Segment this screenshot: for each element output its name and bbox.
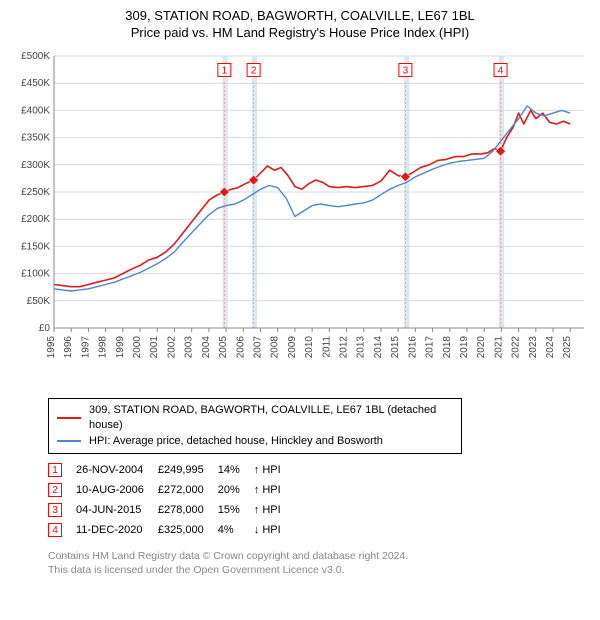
svg-text:£50K: £50K — [27, 296, 51, 307]
sale-pct: 15% — [218, 500, 254, 520]
svg-text:£300K: £300K — [21, 160, 50, 171]
svg-text:2005: 2005 — [218, 335, 229, 358]
svg-text:4: 4 — [498, 65, 504, 76]
svg-text:2004: 2004 — [201, 335, 212, 358]
svg-text:2: 2 — [251, 65, 257, 76]
svg-text:£400K: £400K — [21, 105, 50, 116]
sale-date: 26-NOV-2004 — [76, 460, 158, 480]
svg-text:£200K: £200K — [21, 214, 50, 225]
title-line-1: 309, STATION ROAD, BAGWORTH, COALVILLE, … — [12, 8, 588, 25]
svg-text:1996: 1996 — [63, 335, 74, 358]
svg-text:3: 3 — [403, 65, 409, 76]
sale-pct: 4% — [218, 520, 254, 540]
price-chart: £0 £50K £100K £150K £200K £250K £300K £350K £400… — [12, 48, 588, 388]
legend-row-hpi: HPI: Average price, detached house, Hinc… — [57, 434, 453, 449]
sale-badge: 2 — [48, 483, 62, 497]
svg-text:2021: 2021 — [493, 335, 504, 358]
title-line-2: Price paid vs. HM Land Registry's House … — [12, 25, 588, 42]
sale-badge: 1 — [48, 463, 62, 477]
sales-table: 1 26-NOV-2004£249,99514%↑ HPI 2 10-AUG-2006… — [48, 460, 295, 540]
svg-text:2009: 2009 — [287, 335, 298, 358]
legend: 309, STATION ROAD, BAGWORTH, COALVILLE, … — [48, 398, 462, 454]
svg-text:2015: 2015 — [390, 335, 401, 358]
sale-price: £272,000 — [158, 480, 218, 500]
sale-price: £278,000 — [158, 500, 218, 520]
sale-pct: 20% — [218, 480, 254, 500]
svg-text:2006: 2006 — [235, 335, 246, 358]
svg-text:2010: 2010 — [304, 335, 315, 358]
svg-text:1: 1 — [222, 65, 228, 76]
footer-line-2: This data is licensed under the Open Gov… — [48, 564, 588, 578]
legend-label-hpi: HPI: Average price, detached house, Hinc… — [89, 434, 383, 449]
svg-text:2018: 2018 — [442, 335, 453, 358]
svg-text:2008: 2008 — [270, 335, 281, 358]
svg-text:2002: 2002 — [166, 335, 177, 358]
sale-direction: ↑ HPI — [254, 480, 295, 500]
svg-text:2016: 2016 — [407, 335, 418, 358]
table-row: 2 10-AUG-2006£272,00020%↑ HPI — [48, 480, 295, 500]
sale-direction: ↓ HPI — [254, 520, 295, 540]
sale-price: £325,000 — [158, 520, 218, 540]
legend-row-property: 309, STATION ROAD, BAGWORTH, COALVILLE, … — [57, 403, 453, 434]
svg-text:2011: 2011 — [321, 335, 332, 357]
sale-pct: 14% — [218, 460, 254, 480]
chart-svg: £0 £50K £100K £150K £200K £250K £300K £350K £400… — [12, 48, 588, 388]
sale-date: 11-DEC-2020 — [76, 520, 158, 540]
svg-text:£0: £0 — [39, 323, 51, 334]
svg-text:2025: 2025 — [562, 335, 573, 358]
sale-date: 10-AUG-2006 — [76, 480, 158, 500]
footer-attribution: Contains HM Land Registry data © Crown c… — [48, 550, 588, 577]
svg-text:£500K: £500K — [21, 51, 50, 62]
sale-badge: 4 — [48, 523, 62, 537]
sale-price: £249,995 — [158, 460, 218, 480]
svg-text:£450K: £450K — [21, 78, 50, 89]
svg-text:2012: 2012 — [339, 335, 350, 358]
svg-text:1997: 1997 — [80, 335, 91, 358]
svg-text:£350K: £350K — [21, 132, 50, 143]
svg-text:2017: 2017 — [425, 335, 436, 358]
svg-text:1995: 1995 — [46, 335, 57, 358]
svg-text:2023: 2023 — [528, 335, 539, 358]
svg-text:£150K: £150K — [21, 241, 50, 252]
svg-text:2020: 2020 — [476, 335, 487, 358]
svg-text:2019: 2019 — [459, 335, 470, 358]
legend-swatch-hpi — [57, 440, 81, 442]
svg-text:2014: 2014 — [373, 335, 384, 358]
svg-text:1999: 1999 — [115, 335, 126, 358]
svg-text:2001: 2001 — [149, 335, 160, 358]
svg-text:2000: 2000 — [132, 335, 143, 358]
svg-text:2022: 2022 — [511, 335, 522, 358]
svg-text:2003: 2003 — [184, 335, 195, 358]
svg-text:2013: 2013 — [356, 335, 367, 358]
footer-line-1: Contains HM Land Registry data © Crown c… — [48, 550, 588, 564]
svg-text:2007: 2007 — [252, 335, 263, 358]
svg-text:£250K: £250K — [21, 187, 50, 198]
sale-date: 04-JUN-2015 — [76, 500, 158, 520]
chart-title: 309, STATION ROAD, BAGWORTH, COALVILLE, … — [12, 8, 588, 42]
svg-text:£100K: £100K — [21, 268, 50, 279]
table-row: 4 11-DEC-2020£325,0004%↓ HPI — [48, 520, 295, 540]
legend-label-property: 309, STATION ROAD, BAGWORTH, COALVILLE, … — [89, 403, 453, 434]
table-row: 1 26-NOV-2004£249,99514%↑ HPI — [48, 460, 295, 480]
table-row: 3 04-JUN-2015£278,00015%↑ HPI — [48, 500, 295, 520]
svg-text:2024: 2024 — [545, 335, 556, 358]
sale-badge: 3 — [48, 503, 62, 517]
sale-direction: ↑ HPI — [254, 500, 295, 520]
sale-direction: ↑ HPI — [254, 460, 295, 480]
svg-text:1998: 1998 — [98, 335, 109, 358]
legend-swatch-property — [57, 417, 81, 419]
